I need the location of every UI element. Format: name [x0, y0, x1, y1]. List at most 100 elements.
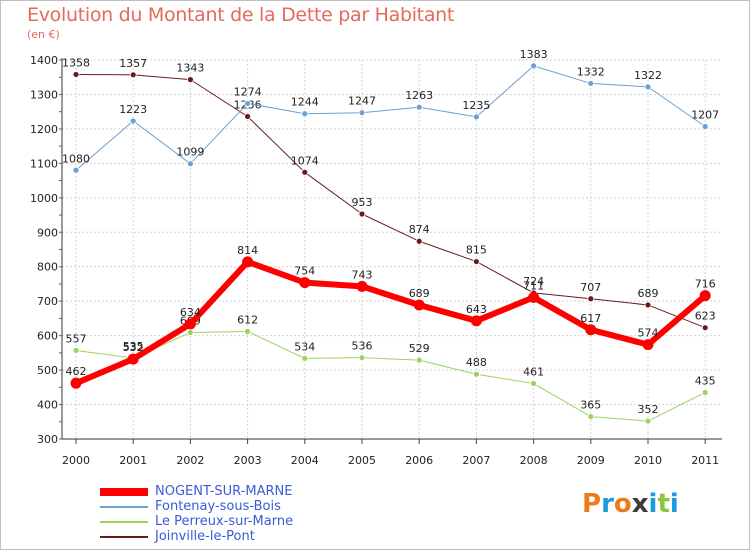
- data-point: [587, 80, 595, 87]
- data-label: 689: [638, 287, 659, 300]
- data-label: 1247: [348, 95, 376, 108]
- data-label: 529: [409, 342, 430, 355]
- data-point: [186, 160, 194, 168]
- data-label: 1332: [577, 65, 605, 78]
- data-label: 534: [294, 340, 315, 353]
- x-tick-label: 2002: [176, 454, 204, 467]
- data-label: 1074: [291, 154, 319, 167]
- data-point: [472, 113, 480, 121]
- data-label: 617: [580, 312, 601, 325]
- y-tick-label: 700: [37, 295, 58, 308]
- data-label: 535: [123, 340, 144, 353]
- data-point: [415, 356, 423, 364]
- data-label: 462: [66, 365, 87, 378]
- data-point: [72, 166, 80, 174]
- data-label: 754: [294, 265, 315, 278]
- data-point: [242, 256, 254, 268]
- logo-letter: i: [648, 489, 658, 519]
- data-point: [644, 301, 652, 309]
- data-point: [699, 290, 711, 302]
- x-tick-label: 2001: [119, 454, 147, 467]
- data-label: 689: [409, 287, 430, 300]
- x-tick-label: 2009: [577, 454, 605, 467]
- data-point: [587, 413, 595, 421]
- data-label: 1343: [176, 62, 204, 75]
- data-label: 461: [523, 366, 544, 379]
- data-label: 1207: [691, 108, 719, 121]
- proxiti-logo: Proxiti: [582, 489, 679, 519]
- logo-letter: o: [613, 489, 632, 519]
- x-tick-label: 2005: [348, 454, 376, 467]
- x-tick-label: 2011: [691, 454, 719, 467]
- y-tick-label: 800: [37, 261, 58, 274]
- data-label: 874: [409, 223, 430, 236]
- legend-swatch: [100, 536, 148, 538]
- y-tick-label: 1200: [30, 123, 58, 136]
- y-tick-label: 300: [37, 433, 58, 446]
- data-point: [472, 258, 480, 265]
- legend-label: Fontenay-sous-Bois: [155, 499, 281, 514]
- data-point: [358, 354, 366, 362]
- data-point: [413, 299, 425, 311]
- data-label: 1274: [234, 85, 262, 98]
- data-point: [70, 377, 82, 389]
- data-point: [186, 76, 194, 84]
- data-label: 352: [638, 403, 659, 416]
- data-point: [358, 210, 366, 218]
- data-label: 711: [523, 279, 544, 292]
- y-tick-label: 600: [37, 330, 58, 343]
- x-tick-label: 2010: [634, 454, 662, 467]
- legend-label: NOGENT-SUR-MARNE: [155, 484, 293, 499]
- legend-swatch: [100, 506, 148, 508]
- data-point: [587, 295, 595, 303]
- legend-label: Joinville-le-Pont: [155, 529, 255, 544]
- logo-letter: P: [582, 489, 602, 519]
- data-point: [528, 291, 540, 303]
- data-point: [127, 353, 139, 365]
- data-label: 1080: [62, 152, 90, 165]
- data-label: 953: [352, 196, 373, 209]
- data-point: [244, 113, 252, 120]
- data-point: [701, 389, 709, 396]
- data-point: [415, 103, 423, 111]
- data-label: 1263: [405, 89, 433, 102]
- data-point: [244, 100, 252, 107]
- data-label: 1244: [291, 96, 319, 109]
- y-tick-label: 1000: [30, 192, 58, 205]
- legend-label: Le Perreux-sur-Marne: [155, 514, 294, 529]
- x-tick-label: 2007: [462, 454, 490, 467]
- data-label: 536: [352, 340, 373, 353]
- series-line-fontenay-sous-bois: [75, 65, 706, 171]
- data-label: 724: [523, 275, 544, 288]
- logo-letter: x: [631, 489, 649, 519]
- y-tick-label: 1400: [30, 54, 58, 67]
- data-label: 488: [466, 356, 487, 369]
- data-label: 612: [237, 314, 258, 327]
- data-label: 1223: [119, 103, 147, 116]
- legend-swatch: [100, 521, 148, 523]
- data-label: 707: [580, 281, 601, 294]
- data-point: [186, 329, 194, 336]
- data-label: 557: [66, 332, 87, 345]
- data-point: [301, 110, 309, 118]
- data-label: 532: [123, 341, 144, 354]
- x-tick-label: 2008: [520, 454, 548, 467]
- data-point: [244, 328, 252, 335]
- data-point: [470, 315, 482, 327]
- data-label: 1358: [62, 56, 90, 69]
- data-point: [299, 277, 311, 289]
- data-point: [472, 370, 480, 378]
- data-label: 574: [638, 327, 659, 340]
- data-point: [72, 71, 80, 78]
- data-point: [644, 83, 652, 91]
- data-label: 435: [695, 374, 716, 387]
- x-tick-label: 2006: [405, 454, 433, 467]
- logo-letter: t: [657, 489, 670, 519]
- data-label: 643: [466, 303, 487, 316]
- plot-area: [62, 60, 722, 439]
- legend-swatch: [100, 488, 148, 496]
- data-label: 1357: [119, 57, 147, 70]
- series-line-nogent-sur-marne: [73, 258, 709, 387]
- data-label: 1322: [634, 69, 662, 82]
